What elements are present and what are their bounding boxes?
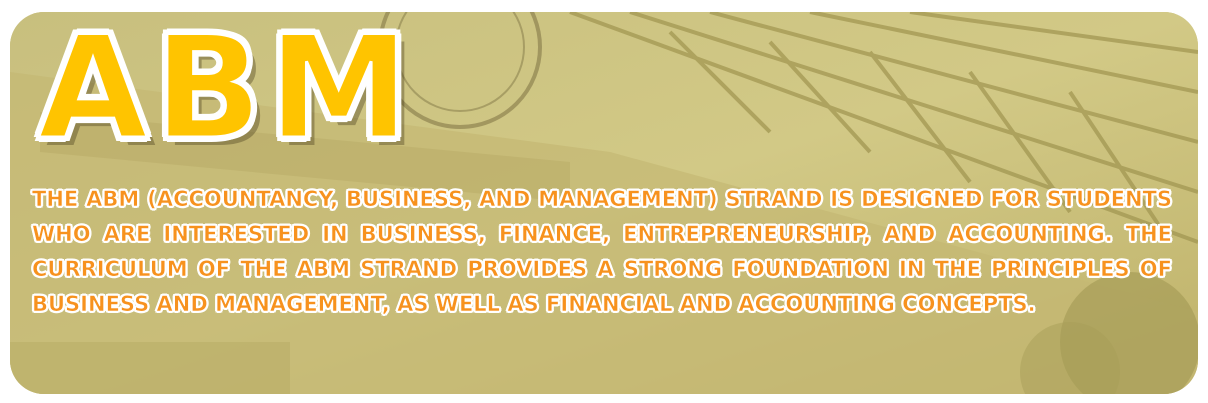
strand-description: The ABM (Accountancy, Business, and Mana… bbox=[32, 187, 1173, 317]
strand-title: ABM bbox=[36, 12, 416, 171]
abm-strand-banner: ABM The ABM (Accountancy, Business, and … bbox=[10, 12, 1198, 394]
school-building-background-image bbox=[10, 12, 1198, 394]
